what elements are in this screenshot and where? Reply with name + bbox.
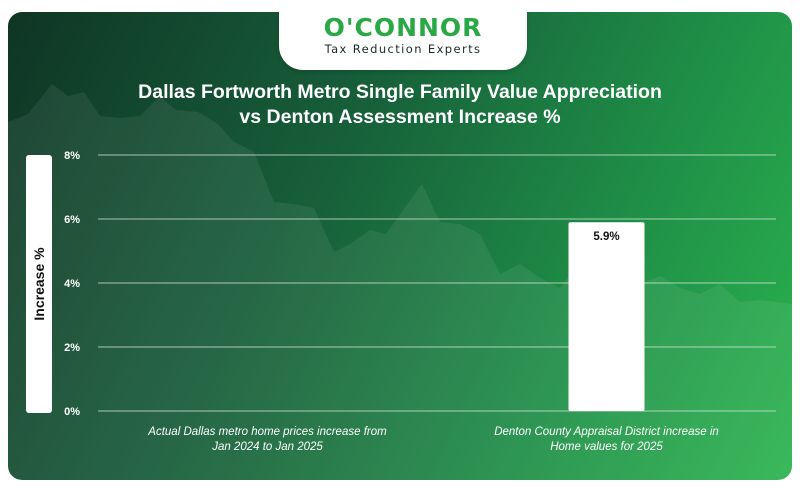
chart-title-line-1: Dallas Fortworth Metro Single Family Val… (138, 81, 662, 103)
chart-card: O'CONNOR Tax Reduction Experts Dallas Fo… (8, 12, 792, 480)
chart-title-line-2: vs Denton Assessment Increase % (239, 106, 561, 128)
logo-tagline: Tax Reduction Experts (324, 42, 482, 56)
y-tick-label-8: 8% (64, 150, 80, 162)
logo-name: O'CONNOR (323, 13, 483, 42)
x-category-label-1: Actual Dallas metro home prices increase… (118, 425, 418, 455)
x-category-2-line-1: Denton County Appraisal District increas… (494, 426, 719, 438)
oconnor-logo: O'CONNOR Tax Reduction Experts (279, 12, 527, 70)
y-axis-label-box: Increase % (26, 155, 52, 413)
y-tick-label-6: 6% (64, 214, 80, 226)
y-tick-label-0: 0% (64, 406, 80, 418)
x-category-2-line-2: Home values for 2025 (550, 441, 663, 453)
x-category-label-2: Denton County Appraisal District increas… (457, 425, 757, 455)
chart-title: Dallas Fortworth Metro Single Family Val… (8, 80, 792, 130)
bar-2 (568, 222, 645, 411)
x-category-1-line-1: Actual Dallas metro home prices increase… (148, 426, 387, 438)
x-category-1-line-2: Jan 2024 to Jan 2025 (212, 441, 323, 453)
y-tick-label-4: 4% (64, 278, 80, 290)
bar-2-value-label: 5.9% (593, 231, 619, 243)
plot-area: 0% 2% 4% 6% 8% 5.9% (64, 150, 776, 418)
y-tick-label-2: 2% (64, 342, 80, 354)
